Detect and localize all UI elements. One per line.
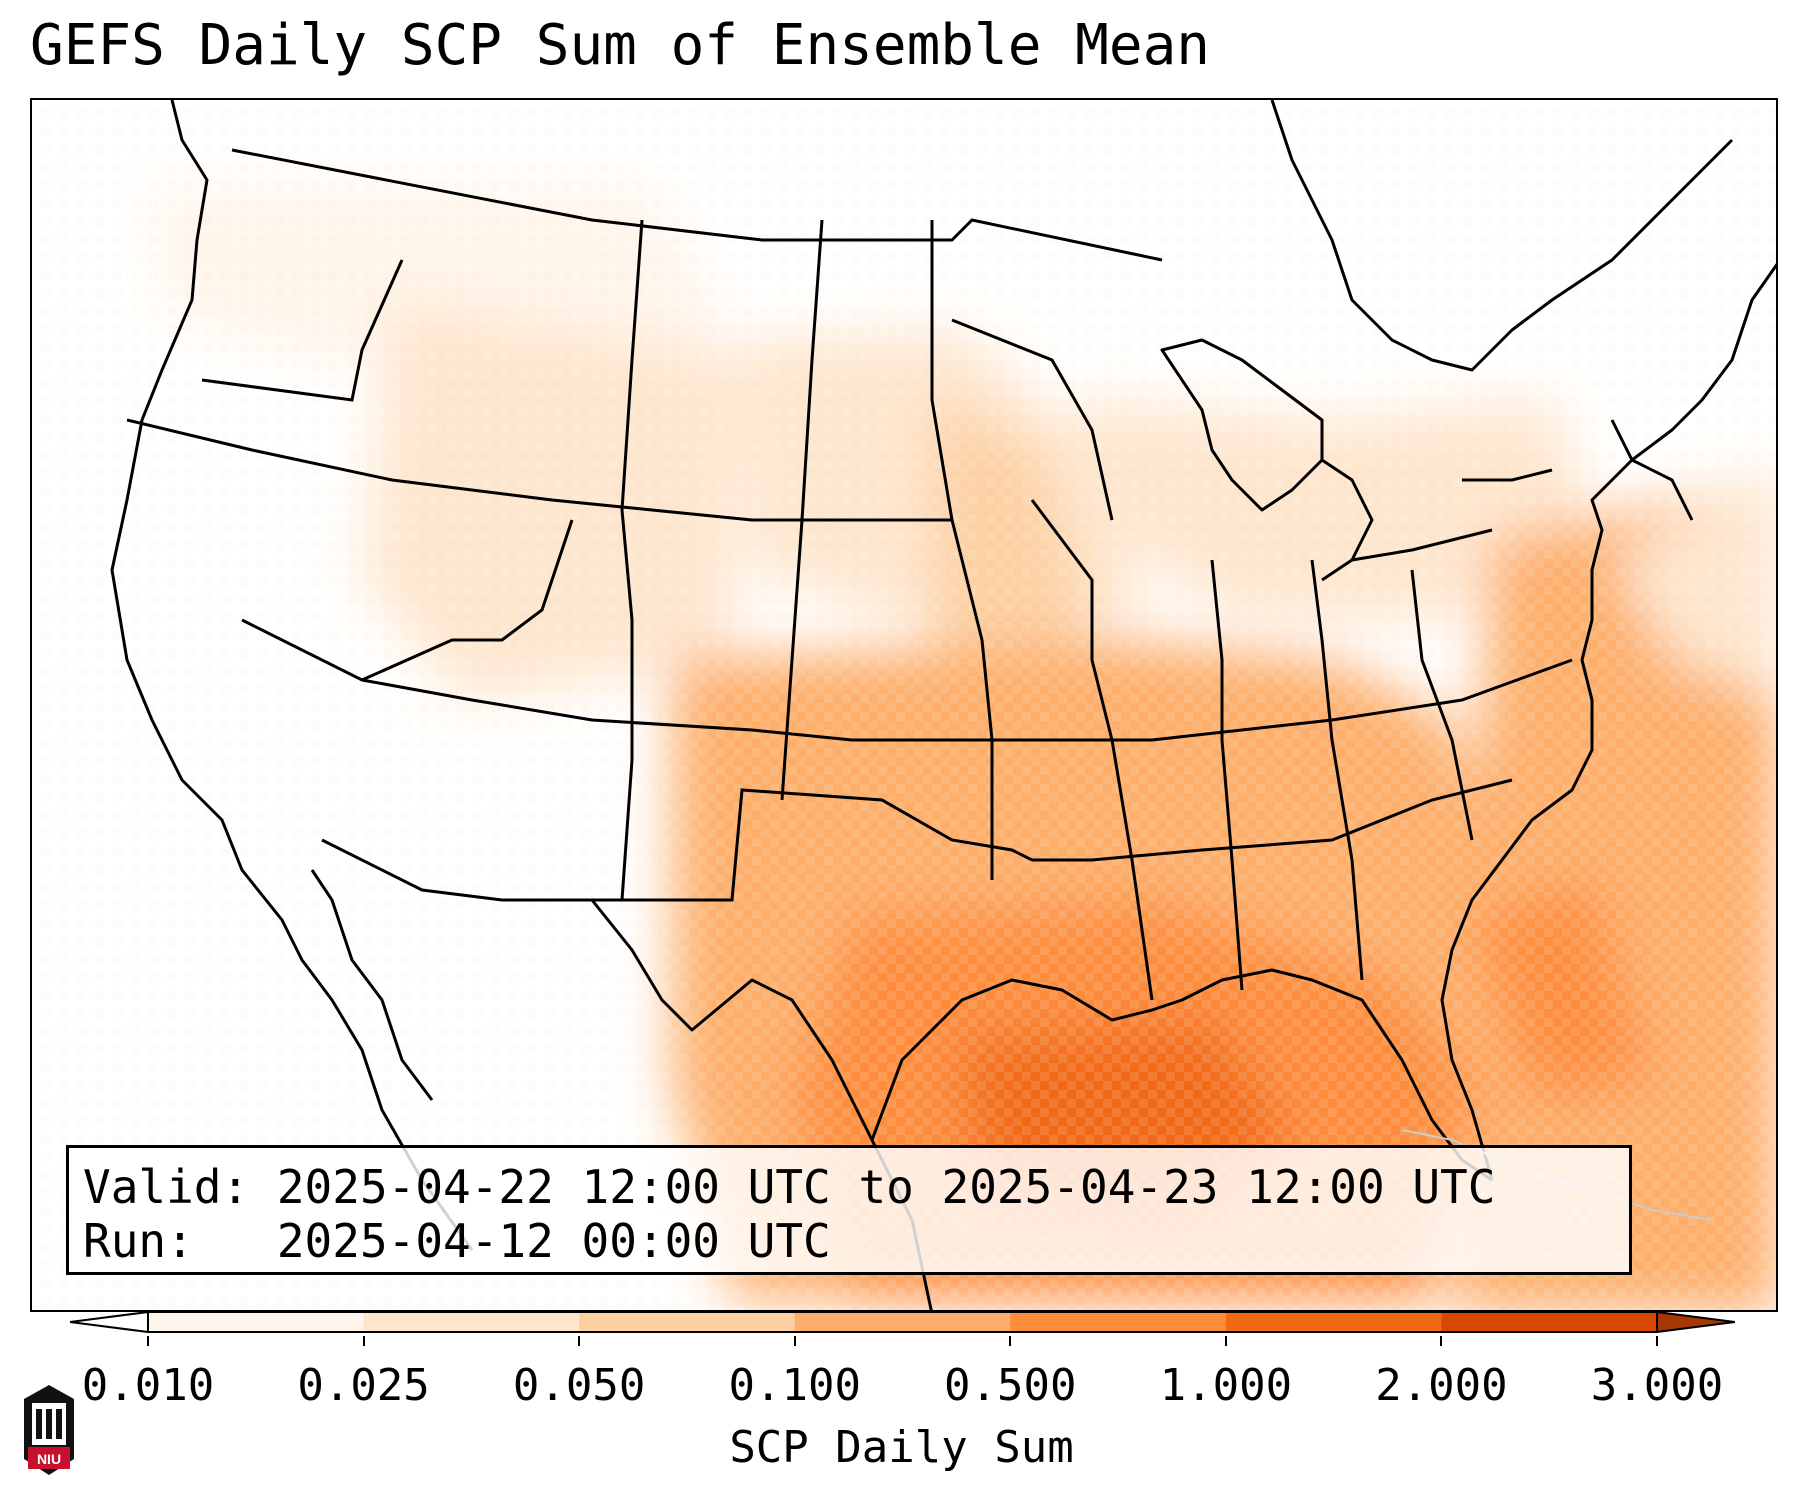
- colorbar-over-extension: [1656, 1310, 1735, 1334]
- colorbar-tick-label: 0.025: [297, 1360, 430, 1411]
- atlantic-coast: [1440, 263, 1776, 1181]
- colorbar-tick: [1440, 1336, 1443, 1346]
- coastlines: [110, 100, 1776, 1310]
- gulf-coast-us: [870, 968, 1493, 1182]
- border-row-1: [126, 418, 952, 522]
- colorbar-segments: [148, 1312, 1658, 1332]
- border-row-3: [321, 788, 1033, 902]
- baja-coast: [310, 869, 434, 1101]
- border-meridian-4: [1210, 559, 1244, 991]
- state-borders: [126, 148, 1694, 1001]
- colorbar-segment: [1225, 1312, 1442, 1332]
- colorbar-tick: [578, 1336, 581, 1346]
- colorbar-ticks: 0.010 0.025 0.050 0.100 0.500 1.000 2.000 3.000: [0, 1336, 1803, 1416]
- colorbar-tick: [362, 1336, 365, 1346]
- lake-huron: [1321, 458, 1374, 582]
- colorbar-segment: [1010, 1312, 1227, 1332]
- border-nv-ut: [241, 519, 574, 682]
- colorbar-segment: [1441, 1312, 1658, 1332]
- us-canada-border: [231, 148, 1163, 262]
- lake-ontario: [1462, 468, 1553, 482]
- valid-run-info-box: Valid: 2025-04-22 12:00 UTC to 2025-04-2…: [66, 1145, 1632, 1275]
- colorbar-tick: [147, 1336, 149, 1346]
- colorbar-tick: [793, 1336, 796, 1346]
- border-row-2: [361, 658, 1573, 742]
- map-svg: [32, 100, 1776, 1310]
- border-new-england: [1610, 419, 1694, 521]
- colorbar-segment: [148, 1312, 365, 1332]
- run-time-text: Run: 2025-04-12 00:00 UTC: [83, 1214, 831, 1268]
- pacific-coast: [110, 100, 474, 1251]
- border-meridian-2: [780, 219, 824, 801]
- colorbar-tick-label: 1.000: [1159, 1360, 1293, 1411]
- border-row-4: [1032, 778, 1513, 862]
- border-meridian-3: [930, 220, 994, 880]
- lake-superior-michigan: [1160, 338, 1324, 512]
- colorbar-segment: [579, 1312, 796, 1332]
- colorbar-tick-label: 2.000: [1375, 1360, 1508, 1411]
- colorbar-segment: [363, 1312, 580, 1332]
- border-meridian-5: [1310, 559, 1364, 981]
- colorbar-segment: [794, 1312, 1011, 1332]
- border-wa-or: [201, 259, 404, 402]
- colorbar-under-extension: [70, 1310, 149, 1334]
- colorbar-tick-label: 0.100: [728, 1360, 861, 1411]
- map-panel: [30, 98, 1778, 1312]
- border-mississippi: [1030, 499, 1154, 1001]
- border-meridian-1: [620, 219, 644, 901]
- colorbar-label: SCP Daily Sum: [729, 1422, 1074, 1473]
- border-meridian-6: [1410, 569, 1474, 841]
- logo-red-band: [28, 1447, 70, 1469]
- colorbar-tick: [1009, 1336, 1012, 1346]
- colorbar-tick-label: 0.010: [81, 1360, 215, 1411]
- colorbar-tick: [1656, 1336, 1658, 1346]
- colorbar: [70, 1310, 1735, 1334]
- colorbar-tick-label: 3.000: [1590, 1360, 1724, 1411]
- border-mn-wi: [951, 318, 1114, 521]
- chart-title: GEFS Daily SCP Sum of Ensemble Mean: [30, 13, 1211, 78]
- colorbar-tick-label: 0.500: [944, 1360, 1077, 1411]
- valid-time-text: Valid: 2025-04-22 12:00 UTC to 2025-04-2…: [83, 1160, 1496, 1214]
- lake-erie: [1351, 528, 1493, 562]
- colorbar-tick: [1224, 1336, 1227, 1346]
- logo-text: NIU: [37, 1451, 61, 1467]
- grid-texture: [32, 100, 1776, 1310]
- niu-logo: NIU: [24, 1385, 74, 1475]
- colorbar-tick-label: 0.050: [512, 1360, 646, 1411]
- canada-coast: [1270, 100, 1734, 372]
- colorbar-outline: [147, 1311, 1658, 1333]
